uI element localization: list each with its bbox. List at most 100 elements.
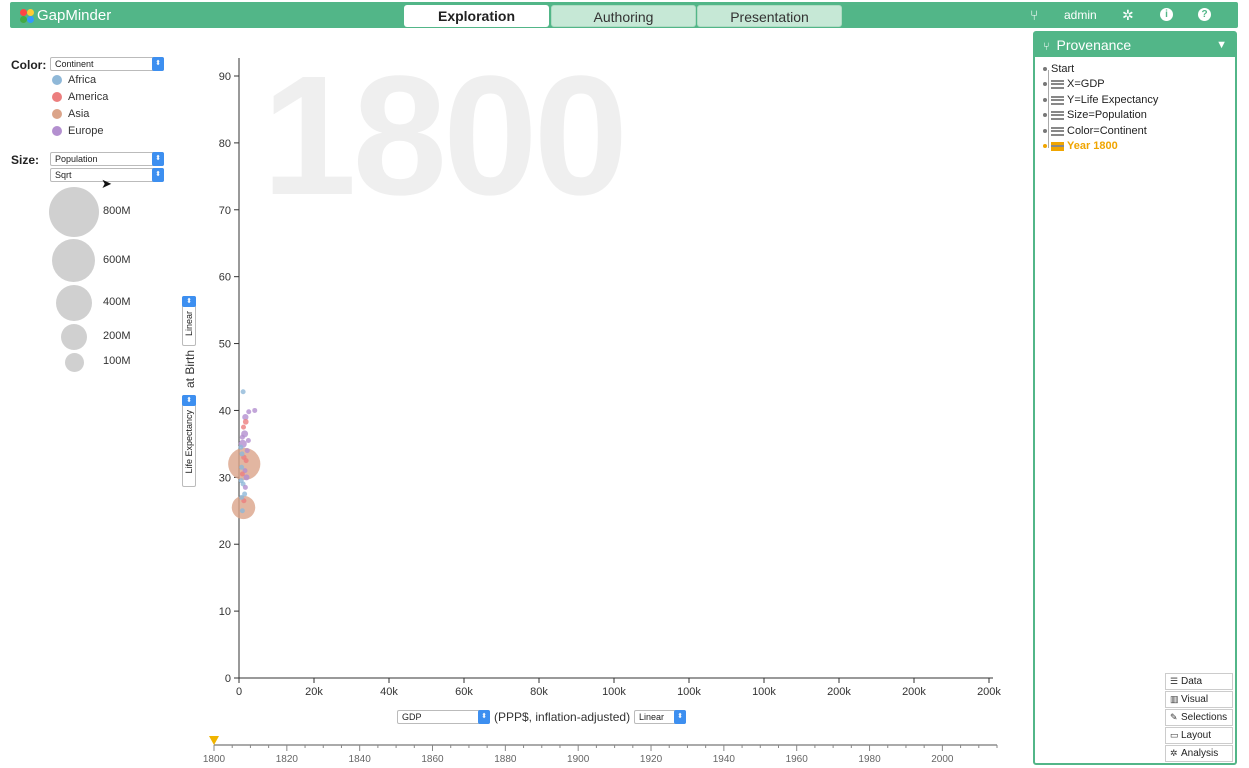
x-scale-select[interactable]: Linear ⬍	[634, 710, 686, 724]
legend-label: Europe	[68, 125, 104, 137]
provenance-node-start[interactable]: Start	[1043, 63, 1074, 75]
data-point[interactable]	[238, 444, 244, 450]
app-logo: GapMinder	[20, 7, 111, 24]
filter-data-button[interactable]: ☰ Data	[1165, 673, 1233, 690]
y-tick-label: 10	[219, 606, 231, 618]
legend-item-europe[interactable]: Europe	[52, 125, 103, 137]
help-icon[interactable]: ?	[1198, 8, 1211, 21]
filter-icon[interactable]: ▼	[1216, 39, 1227, 51]
legend-item-america[interactable]: America	[52, 91, 108, 103]
data-point[interactable]	[240, 389, 246, 395]
data-point[interactable]	[228, 447, 261, 481]
data-point[interactable]	[238, 478, 244, 484]
data-point[interactable]	[242, 418, 249, 425]
user-name[interactable]: admin	[1064, 8, 1097, 22]
scatter-chart[interactable]: 0 10 20 30 40 50 60 70 80 90 0 20k 40k 60k 80k 100k 100…	[0, 0, 1030, 768]
data-point[interactable]	[243, 458, 249, 464]
y-tick-label: 0	[225, 673, 231, 685]
filter-layout-button[interactable]: ▭ Layout	[1165, 727, 1233, 744]
data-point[interactable]	[242, 468, 248, 474]
provenance-header: ⑂ Provenance ▼	[1035, 33, 1235, 57]
data-points	[228, 389, 261, 520]
x-tick-label: 100k	[677, 686, 701, 698]
select-arrows-icon: ⬍	[182, 296, 196, 307]
tab-presentation[interactable]: Presentation	[697, 5, 842, 27]
y-tick-label: 30	[219, 472, 231, 484]
data-point[interactable]	[244, 448, 250, 454]
y-tick-label: 50	[219, 339, 231, 351]
filter-label: Data	[1181, 676, 1203, 687]
provenance-panel: ⑂ Provenance ▼ Start X=GDP Y=Life Expect…	[1033, 31, 1237, 765]
x-tick-label: 200k	[827, 686, 851, 698]
x-axis-label-suffix: (PPP$, inflation-adjusted)	[494, 710, 631, 724]
data-point[interactable]	[245, 438, 251, 444]
timeline-handle[interactable]	[209, 736, 219, 745]
node-dot-icon	[1043, 144, 1047, 148]
filter-selections-button[interactable]: ✎ Selections	[1165, 709, 1233, 726]
database-icon	[1051, 126, 1064, 136]
data-point[interactable]	[242, 491, 248, 497]
size-circle-200m	[61, 324, 87, 350]
y-variable-select[interactable]: ⬍ Life Expectancy	[182, 395, 196, 487]
y-axis-label-suffix: at Birth	[183, 350, 197, 389]
x-tick-label: 20k	[305, 686, 323, 698]
select-arrows-icon: ⬍	[478, 710, 490, 724]
size-label-400m: 400M	[103, 296, 131, 308]
provenance-node-label: X=GDP	[1067, 78, 1105, 90]
gapminder-logo-icon	[20, 8, 34, 23]
provenance-node[interactable]: Color=Continent	[1043, 125, 1147, 137]
legend-label: Africa	[68, 74, 97, 86]
select-arrows-icon: ⬍	[152, 168, 164, 182]
filter-visual-button[interactable]: ▥ Visual	[1165, 691, 1233, 708]
tab-authoring[interactable]: Authoring	[551, 5, 696, 27]
x-variable-select[interactable]: GDP ⬍	[397, 710, 490, 724]
y-scale-select[interactable]: ⬍ Linear	[182, 296, 196, 346]
bar-chart-icon: ▥	[1170, 694, 1179, 704]
filter-analysis-button[interactable]: ✲ Analysis	[1165, 745, 1233, 762]
data-point[interactable]	[241, 424, 246, 430]
provenance-node[interactable]: Y=Life Expectancy	[1043, 94, 1158, 106]
provenance-node-current[interactable]: Year 1800	[1043, 140, 1118, 152]
data-point[interactable]	[231, 495, 256, 520]
database-icon	[1051, 110, 1064, 120]
gear-icon[interactable]: ✲	[1122, 7, 1134, 23]
data-point[interactable]	[239, 434, 245, 440]
data-point[interactable]	[239, 471, 245, 477]
data-point[interactable]	[239, 451, 245, 457]
node-dot-icon	[1043, 82, 1047, 86]
europe-swatch	[52, 126, 62, 136]
data-point[interactable]	[239, 494, 245, 500]
select-arrows-icon: ⬍	[674, 710, 686, 724]
size-scale-value: Sqrt	[55, 170, 72, 180]
size-select[interactable]: Population ⬍	[50, 152, 164, 166]
color-label: Color:	[11, 58, 47, 72]
provenance-node[interactable]: Size=Population	[1043, 109, 1147, 121]
size-circle-100m	[65, 353, 84, 372]
data-point[interactable]	[242, 484, 248, 490]
provenance-node[interactable]: X=GDP	[1043, 78, 1105, 90]
data-point[interactable]	[239, 508, 245, 514]
legend-item-asia[interactable]: Asia	[52, 108, 89, 120]
america-swatch	[52, 92, 62, 102]
legend-item-africa[interactable]: Africa	[52, 74, 96, 86]
y-variable-value: Life Expectancy	[184, 410, 194, 474]
data-point[interactable]	[242, 414, 249, 421]
monitor-icon: ▭	[1170, 730, 1179, 740]
color-select[interactable]: Continent ⬍	[50, 57, 164, 71]
x-tick-label: 200k	[902, 686, 926, 698]
size-scale-select[interactable]: Sqrt ⬍	[50, 168, 164, 182]
node-dot-icon	[1043, 129, 1047, 133]
provenance-icon[interactable]: ⑂	[1030, 7, 1039, 23]
data-point[interactable]	[239, 464, 245, 470]
edit-icon	[1051, 141, 1064, 151]
x-tick-label: 100k	[602, 686, 626, 698]
data-point[interactable]	[243, 474, 250, 481]
database-icon: ☰	[1170, 676, 1179, 686]
data-point[interactable]	[252, 407, 258, 413]
data-point[interactable]	[246, 409, 252, 415]
asia-swatch	[52, 109, 62, 119]
tab-exploration[interactable]: Exploration	[404, 5, 549, 27]
x-tick-label: 40k	[380, 686, 398, 698]
y-tick-label: 90	[219, 71, 231, 83]
info-icon[interactable]: i	[1160, 8, 1173, 21]
